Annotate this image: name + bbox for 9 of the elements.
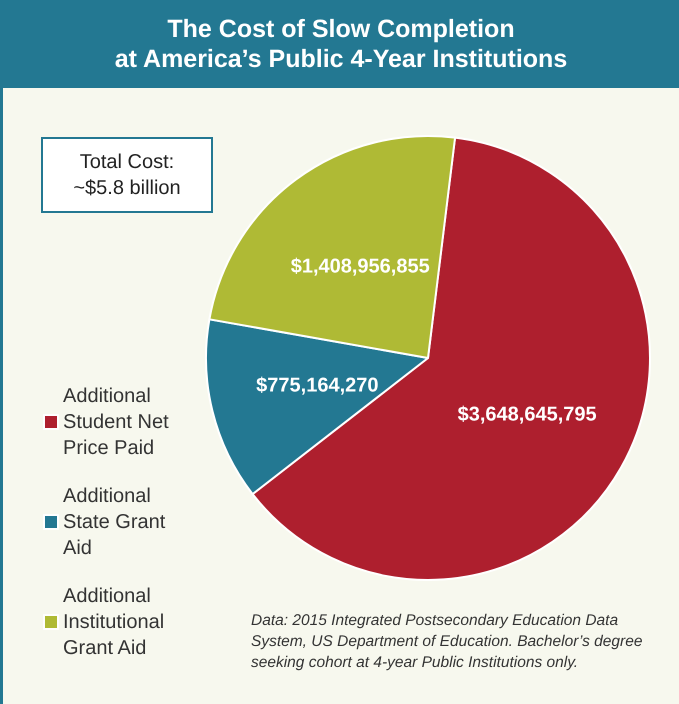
data-label: $3,648,645,795 [458,403,597,426]
data-label: $1,408,956,855 [290,255,430,278]
legend-label: Additional Institutional Grant Aid [63,585,170,659]
legend-label: Additional Student Net Price Paid [63,385,174,459]
legend-label: Additional State Grant Aid [63,485,171,559]
data-label: $775,164,270 [256,374,378,396]
text: Total Cost: ~$5.8 billion [41,137,213,213]
chart-title: The Cost of Slow Completion at America’s Public 4-Year Institutions [3,0,679,88]
text: Data: 2015 Integrated Postsecondary Education Data System, US Department of Education. Bachelor’s degree seeking cohort at 4-year Public Institutions only. [251,611,644,673]
